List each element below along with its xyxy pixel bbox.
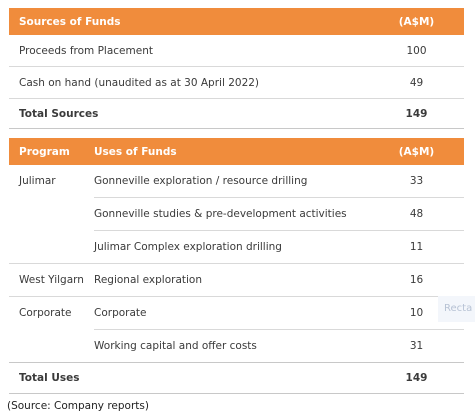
program-label: West Yilgarn bbox=[9, 264, 94, 297]
source-label: Cash on hand (unaudited as at 30 April 2… bbox=[9, 67, 369, 99]
source-value: 100 bbox=[369, 35, 464, 67]
uses-total-row: Total Uses 149 bbox=[9, 363, 464, 394]
table-row: Proceeds from Placement 100 bbox=[9, 35, 464, 67]
table-row: Working capital and offer costs 31 bbox=[9, 330, 464, 363]
uses-header-uses: Uses of Funds bbox=[94, 138, 369, 165]
uses-header-program: Program bbox=[9, 138, 94, 165]
table-row: Julimar Complex exploration drilling 11 bbox=[9, 231, 464, 264]
use-label: Corporate bbox=[94, 297, 369, 330]
source-label: Proceeds from Placement bbox=[9, 35, 369, 67]
sources-total-value: 149 bbox=[369, 99, 464, 129]
program-label bbox=[9, 198, 94, 231]
use-value: 11 bbox=[369, 231, 464, 264]
program-label: Julimar bbox=[9, 165, 94, 198]
uses-total-label: Total Uses bbox=[9, 363, 94, 394]
source-value: 49 bbox=[369, 67, 464, 99]
sources-of-funds-table: Sources of Funds (A$M) Proceeds from Pla… bbox=[9, 8, 464, 129]
use-label: Gonneville exploration / resource drilli… bbox=[94, 165, 369, 198]
sources-header-unit: (A$M) bbox=[369, 8, 464, 35]
table-row: Gonneville studies & pre-development act… bbox=[9, 198, 464, 231]
use-value: 48 bbox=[369, 198, 464, 231]
uses-header-row: Program Uses of Funds (A$M) bbox=[9, 138, 464, 165]
source-footnote: (Source: Company reports) bbox=[7, 400, 149, 412]
program-label bbox=[9, 231, 94, 264]
use-value: 33 bbox=[369, 165, 464, 198]
sources-total-row: Total Sources 149 bbox=[9, 99, 464, 129]
table-row: Julimar Gonneville exploration / resourc… bbox=[9, 165, 464, 198]
uses-total-spacer bbox=[94, 363, 369, 394]
sources-header-row: Sources of Funds (A$M) bbox=[9, 8, 464, 35]
use-label: Julimar Complex exploration drilling bbox=[94, 231, 369, 264]
uses-total-value: 149 bbox=[369, 363, 464, 394]
use-label: Regional exploration bbox=[94, 264, 369, 297]
uses-of-funds-table: Program Uses of Funds (A$M) Julimar Gonn… bbox=[9, 138, 464, 394]
uses-header-unit: (A$M) bbox=[369, 138, 464, 165]
program-label: Corporate bbox=[9, 297, 94, 330]
table-row: Cash on hand (unaudited as at 30 April 2… bbox=[9, 67, 464, 99]
use-label: Working capital and offer costs bbox=[94, 330, 369, 363]
sources-header-label: Sources of Funds bbox=[9, 8, 369, 35]
table-row: West Yilgarn Regional exploration 16 bbox=[9, 264, 464, 297]
use-value: 31 bbox=[369, 330, 464, 363]
use-label: Gonneville studies & pre-development act… bbox=[94, 198, 369, 231]
sources-total-label: Total Sources bbox=[9, 99, 369, 129]
program-label bbox=[9, 330, 94, 363]
table-row: Corporate Corporate 10 bbox=[9, 297, 464, 330]
ghost-overlay-label: Recta bbox=[438, 296, 475, 322]
use-value: 16 bbox=[369, 264, 464, 297]
